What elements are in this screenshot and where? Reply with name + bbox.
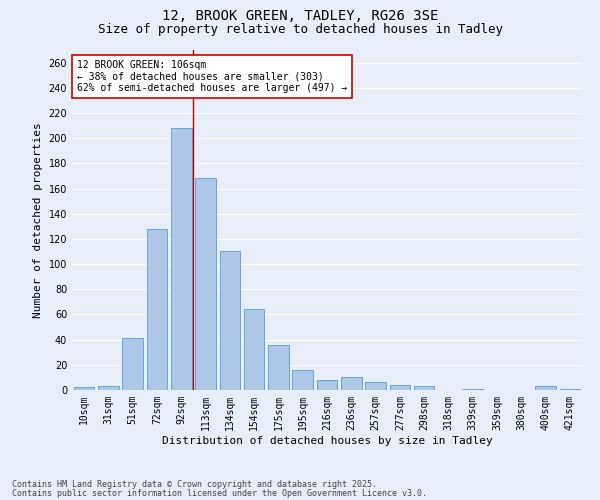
Bar <box>195 178 216 390</box>
Bar <box>560 388 580 390</box>
Bar <box>98 386 119 390</box>
Bar <box>146 229 167 390</box>
Bar <box>292 370 313 390</box>
Bar <box>365 382 386 390</box>
Text: Size of property relative to detached houses in Tadley: Size of property relative to detached ho… <box>97 22 503 36</box>
Bar <box>414 386 434 390</box>
Bar <box>317 380 337 390</box>
Bar <box>463 388 483 390</box>
Y-axis label: Number of detached properties: Number of detached properties <box>33 122 43 318</box>
Text: Contains public sector information licensed under the Open Government Licence v3: Contains public sector information licen… <box>12 488 427 498</box>
Bar <box>74 388 94 390</box>
Text: Contains HM Land Registry data © Crown copyright and database right 2025.: Contains HM Land Registry data © Crown c… <box>12 480 377 489</box>
Text: 12, BROOK GREEN, TADLEY, RG26 3SE: 12, BROOK GREEN, TADLEY, RG26 3SE <box>162 9 438 23</box>
Bar <box>535 386 556 390</box>
Text: 12 BROOK GREEN: 106sqm
← 38% of detached houses are smaller (303)
62% of semi-de: 12 BROOK GREEN: 106sqm ← 38% of detached… <box>77 60 347 94</box>
Bar <box>171 128 191 390</box>
Bar <box>244 310 265 390</box>
Bar <box>268 344 289 390</box>
Bar <box>341 378 362 390</box>
Bar <box>389 385 410 390</box>
Bar <box>122 338 143 390</box>
X-axis label: Distribution of detached houses by size in Tadley: Distribution of detached houses by size … <box>161 436 493 446</box>
Bar <box>220 252 240 390</box>
